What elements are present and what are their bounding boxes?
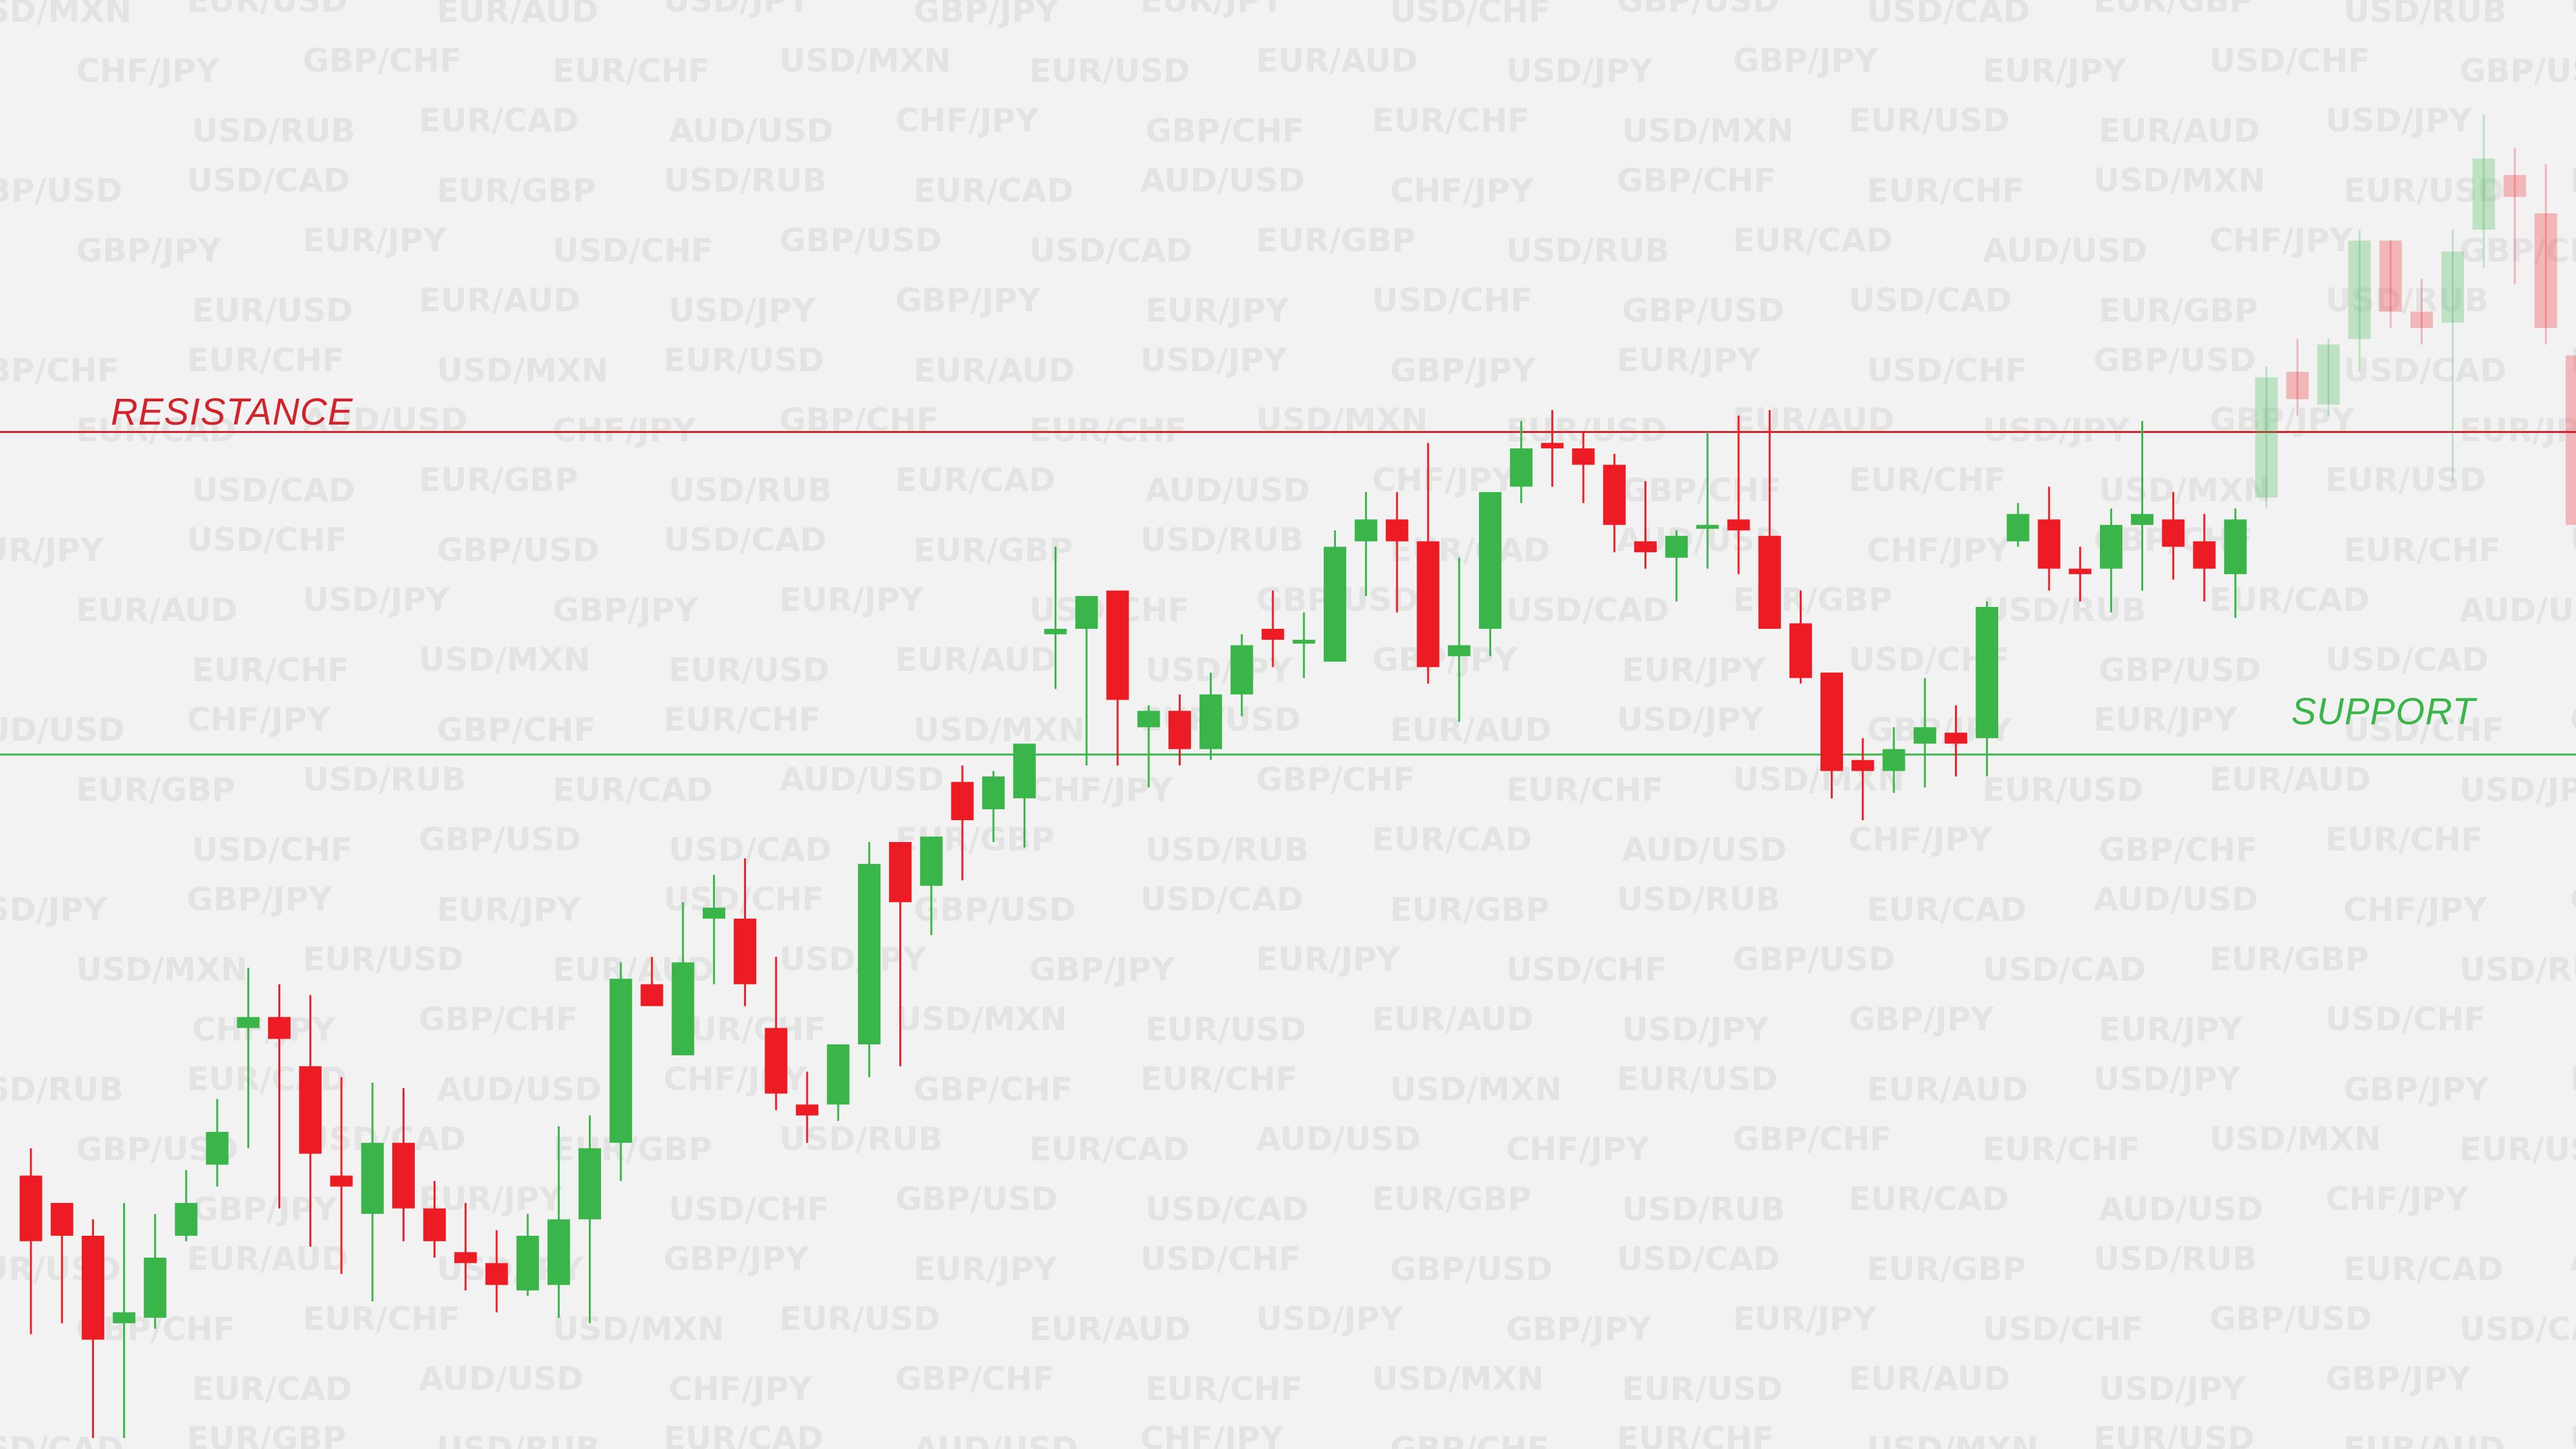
bearish-candle (1727, 519, 1750, 531)
bullish-candle (144, 1257, 167, 1318)
bullish-candle (2007, 513, 2030, 542)
bearish-candle (1851, 760, 1875, 771)
bullish-candle (578, 1148, 602, 1220)
bullish-candle (826, 1044, 850, 1105)
bearish-candle (1758, 535, 1781, 629)
bullish-candle (702, 907, 725, 919)
bullish-candle (2099, 524, 2123, 569)
bearish-candle (330, 1175, 353, 1187)
bullish-candle (1323, 546, 1346, 662)
bullish-candle (361, 1142, 384, 1214)
bullish-candle (175, 1203, 198, 1236)
bearish-candle (1106, 590, 1129, 700)
bearish-candle (1386, 519, 1409, 542)
bearish-candle (19, 1175, 43, 1242)
bullish-candle (1510, 448, 1533, 487)
bearish-candle (2286, 372, 2309, 399)
bearish-candle (454, 1252, 477, 1263)
bullish-candle (2255, 377, 2278, 498)
bearish-candle (765, 1028, 788, 1094)
bearish-candle (1820, 672, 1844, 771)
bullish-candle (1292, 639, 1315, 644)
bullish-candle (205, 1131, 229, 1165)
bearish-candle (2193, 541, 2216, 569)
bearish-candle (2503, 175, 2526, 197)
bullish-candle (1696, 524, 1719, 529)
bearish-candle (392, 1142, 415, 1209)
bullish-candle (1137, 711, 1160, 727)
bearish-candle (1572, 448, 1595, 465)
bullish-candle (2472, 158, 2495, 230)
bearish-candle (50, 1203, 73, 1236)
bearish-candle (796, 1104, 819, 1116)
bullish-candle (516, 1236, 539, 1291)
bearish-candle (2379, 240, 2402, 312)
bullish-candle (1447, 645, 1471, 657)
bullish-candle (1044, 628, 1067, 635)
bullish-candle (982, 776, 1005, 810)
bullish-candle (1665, 535, 1688, 558)
bearish-candle (734, 918, 757, 984)
bullish-candle (2224, 519, 2247, 575)
bullish-candle (236, 1017, 260, 1028)
bullish-candle (2131, 513, 2154, 525)
bearish-candle (1261, 628, 1284, 640)
resistance-label: RESISTANCE (111, 391, 354, 433)
bearish-candle (2410, 311, 2433, 329)
bearish-candle (1541, 443, 1564, 448)
bearish-candle (423, 1208, 446, 1242)
bullish-candle (2317, 344, 2340, 405)
bearish-candle (2068, 568, 2092, 575)
bullish-candle (2441, 251, 2465, 323)
bullish-candle (1976, 607, 1999, 738)
bearish-candle (485, 1263, 508, 1285)
bearish-candle (2037, 519, 2061, 569)
bearish-candle (1603, 465, 1626, 525)
bullish-candle (113, 1312, 136, 1323)
support-label: SUPPORT (2291, 691, 2476, 733)
bearish-candle (1634, 541, 1657, 553)
bearish-candle (2162, 519, 2185, 547)
bearish-candle (1944, 733, 1967, 744)
bearish-candle (1168, 711, 1191, 749)
bullish-candle (1882, 749, 1905, 771)
bearish-candle (2565, 355, 2576, 525)
bullish-candle (857, 863, 881, 1044)
bullish-candle (547, 1219, 570, 1285)
bullish-candle (1355, 519, 1378, 542)
bearish-candle (1789, 623, 1812, 678)
bearish-candle (640, 984, 663, 1006)
bearish-candle (889, 841, 912, 903)
bearish-candle (268, 1017, 291, 1039)
bullish-candle (1230, 645, 1254, 695)
bullish-candle (2348, 240, 2371, 340)
bullish-candle (1075, 596, 1098, 629)
bullish-candle (920, 836, 943, 886)
bullish-candle (1199, 694, 1223, 749)
bearish-candle (951, 782, 974, 821)
bearish-candle (81, 1236, 104, 1340)
bullish-candle (671, 962, 694, 1055)
bullish-candle (1013, 744, 1036, 799)
bearish-candle (299, 1066, 322, 1154)
bearish-candle (2534, 213, 2557, 329)
bullish-candle (1913, 727, 1936, 744)
bearish-candle (1417, 541, 1440, 667)
bullish-candle (609, 979, 633, 1143)
bullish-candle (1478, 492, 1502, 629)
